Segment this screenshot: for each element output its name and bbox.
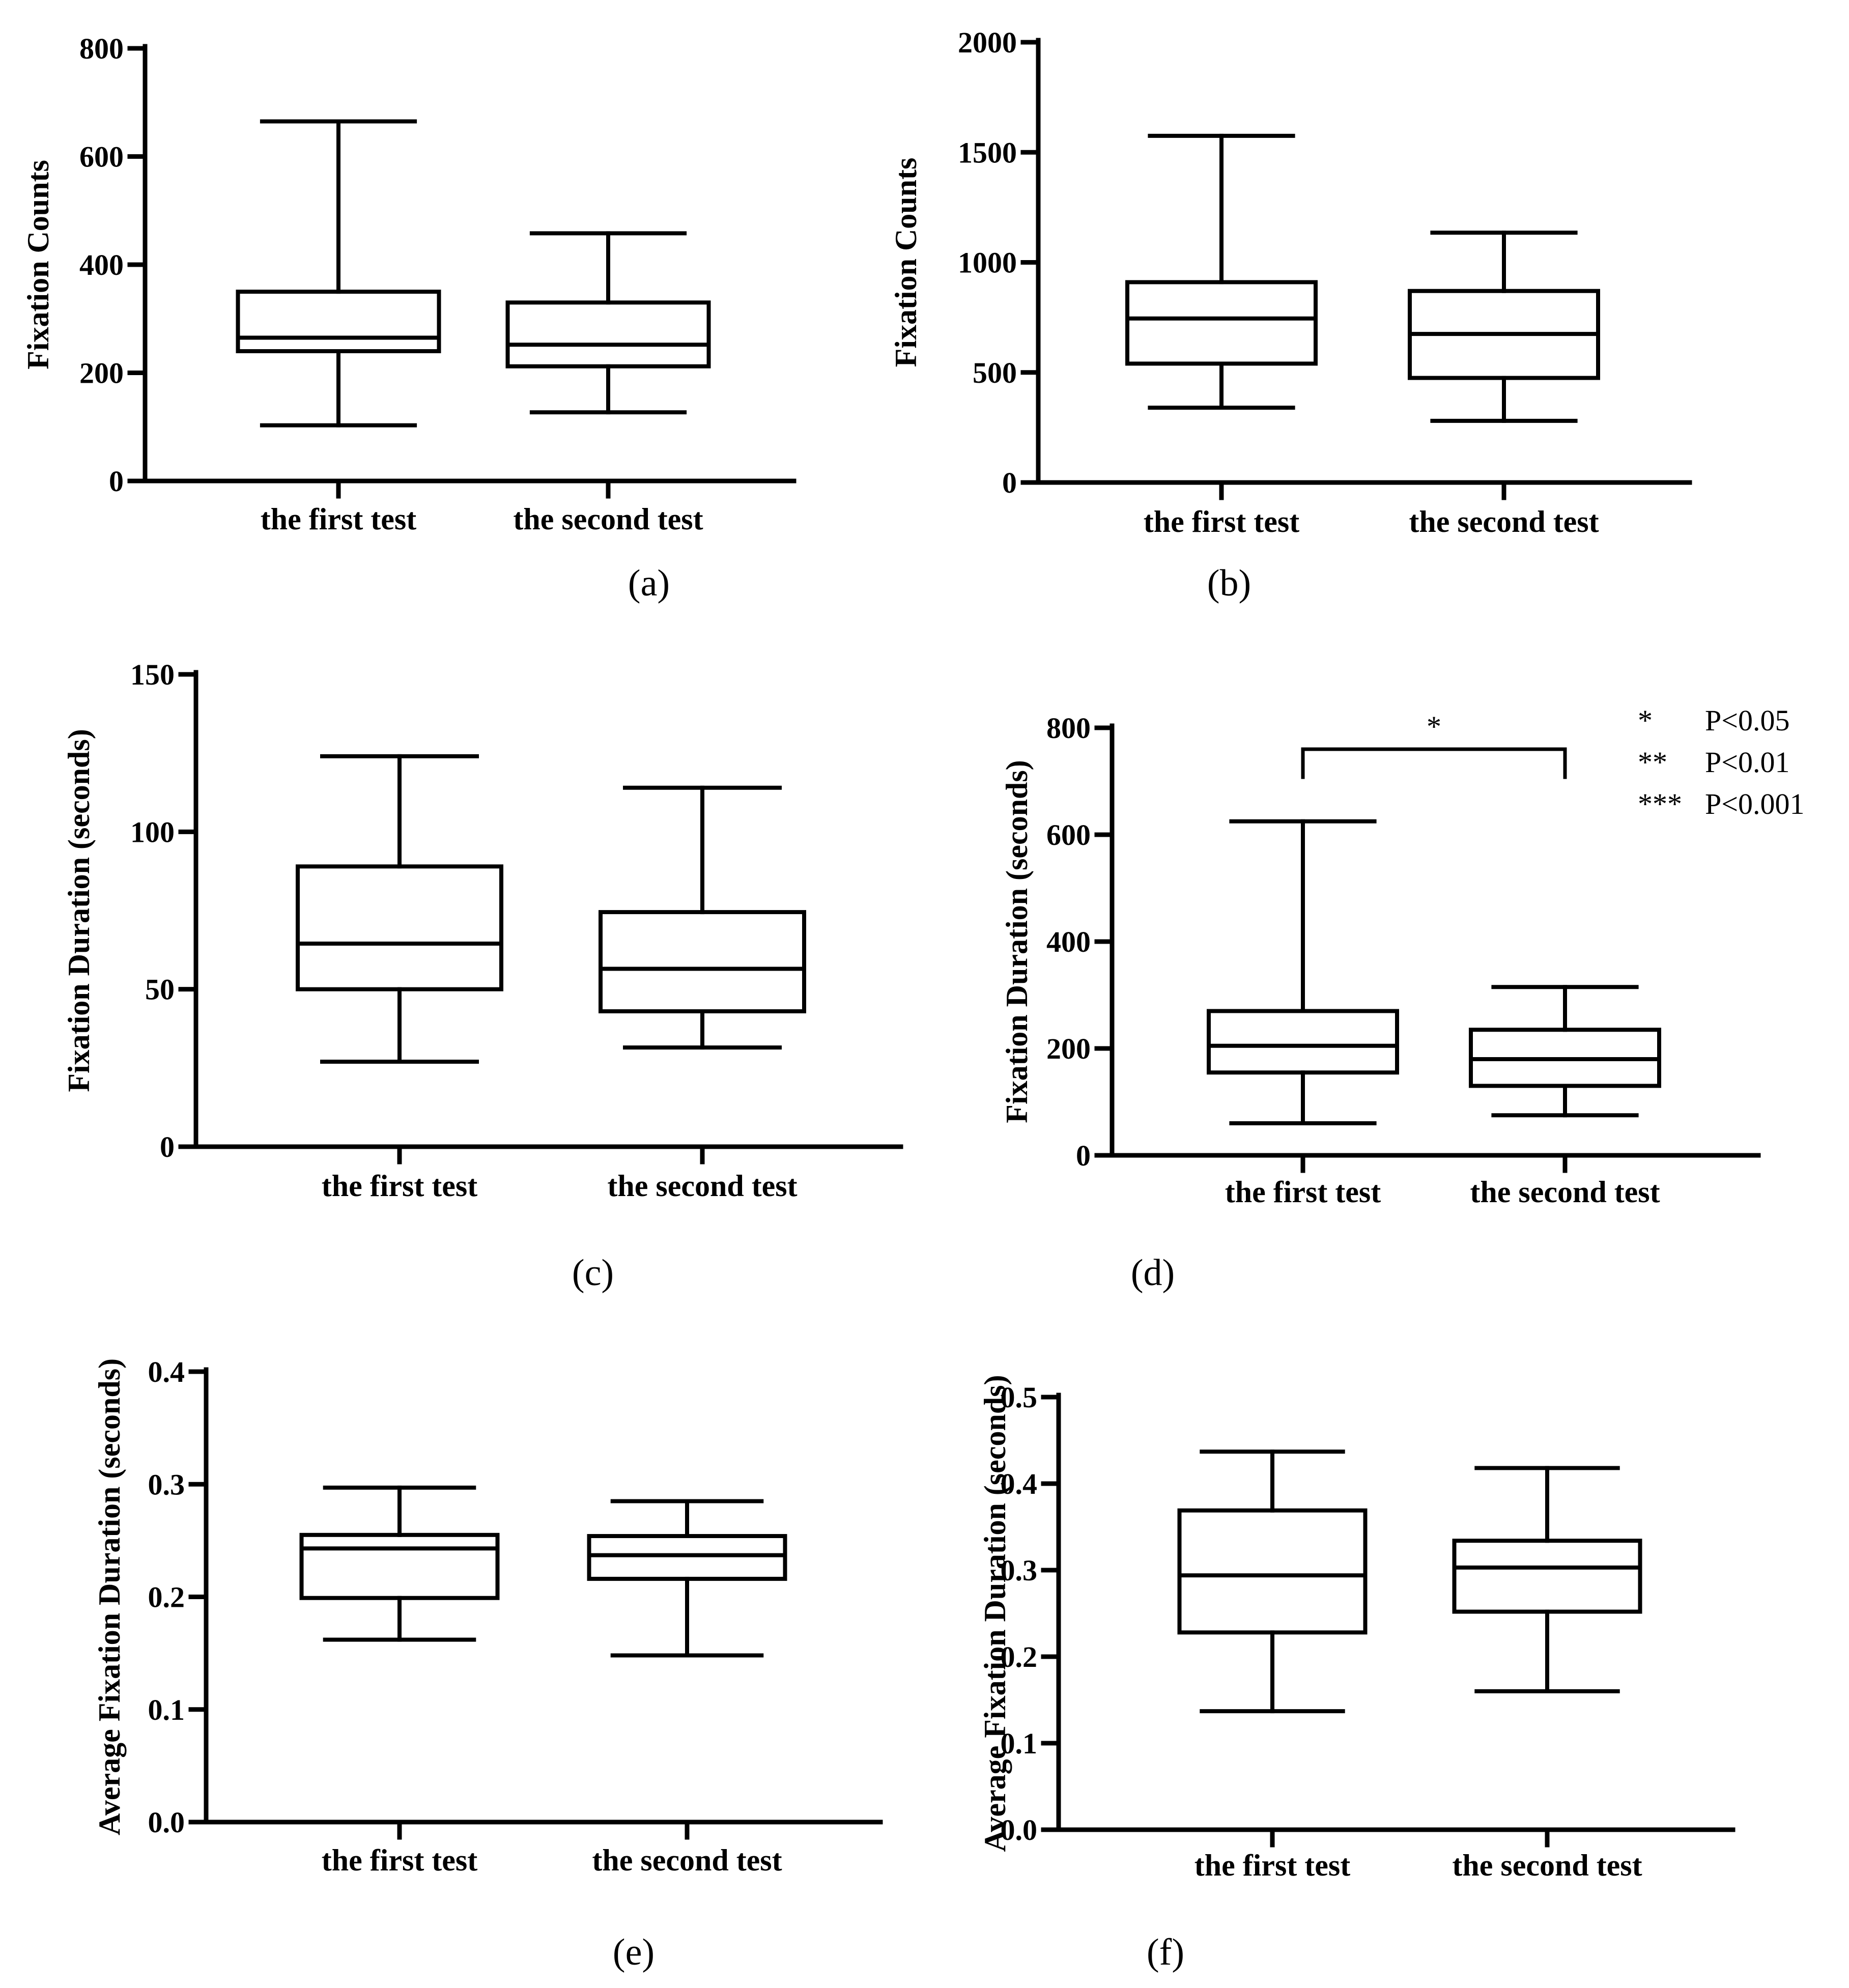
panel-label: (c) (572, 1252, 614, 1294)
legend-text: P<0.001 (1705, 787, 1804, 820)
y-tick-label: 100 (130, 815, 175, 848)
y-tick-label: 0.0 (1001, 1813, 1038, 1847)
y-tick-label: 0.2 (1001, 1640, 1038, 1673)
box-plot-second-test (599, 785, 806, 1050)
y-tick-label: 600 (1046, 818, 1091, 851)
legend-symbol: * (1638, 704, 1653, 737)
box-iqr (599, 910, 806, 1013)
chart-panel: 0 50 100 150 the first test the second test Fi… (62, 658, 903, 1294)
y-tick-label: 0.1 (1001, 1727, 1038, 1760)
y-tick-label: 600 (79, 140, 124, 174)
box-iqr (299, 1532, 500, 1600)
x-tick-label: the second test (592, 1843, 782, 1877)
x-tick-label: the first test (1225, 1175, 1381, 1209)
box-plot-first-test (1125, 133, 1318, 410)
chart-panel: 0.0 0.1 0.2 0.3 0.4 0.5 the first test the seco… (978, 1375, 1736, 1973)
y-tick-label: 1500 (958, 136, 1017, 169)
box-plot-first-test (1207, 819, 1399, 1125)
y-tick-label: 0.2 (148, 1581, 185, 1614)
y-tick-label: 400 (1046, 925, 1091, 958)
box-plot-second-test (505, 231, 711, 415)
y-tick-label: 0 (1002, 466, 1017, 499)
y-tick-label: 2000 (958, 26, 1017, 59)
y-axis-label: Average Fixation Duration (seconds) (93, 1358, 126, 1835)
box-plot-first-test (296, 754, 503, 1064)
y-tick-label: 0.0 (148, 1806, 185, 1839)
box-plot-second-test (1469, 985, 1661, 1118)
y-tick-label: 800 (1046, 712, 1091, 745)
significance-marker: * (1427, 710, 1441, 743)
y-tick-label: 500 (973, 356, 1017, 389)
chart-panel: 0 200 400 600 800 the first test the second te… (1000, 704, 1804, 1294)
box-plot-second-test (1452, 1466, 1642, 1693)
box-iqr (236, 290, 441, 353)
box-iqr (1177, 1508, 1368, 1635)
box-plot-first-test (1177, 1450, 1368, 1714)
y-axis-label: Fixation Counts (21, 160, 55, 370)
x-tick-label: the second test (1452, 1849, 1642, 1882)
box-iqr (505, 300, 711, 368)
x-tick-label: the first test (322, 1843, 478, 1877)
x-tick-label: the second test (513, 502, 703, 536)
legend-text: P<0.01 (1705, 746, 1789, 779)
x-tick-label: the second test (1409, 505, 1599, 538)
y-tick-label: 50 (145, 973, 175, 1006)
significance-bracket: * (1301, 710, 1567, 779)
panel-label: (f) (1147, 1932, 1184, 1973)
y-axis-label: Fixation Duration (seconds) (1000, 760, 1034, 1123)
y-tick-label: 0 (1076, 1139, 1091, 1172)
y-tick-label: 0.3 (1001, 1554, 1038, 1587)
y-tick-label: 200 (1046, 1032, 1091, 1065)
y-tick-label: 800 (79, 32, 124, 65)
y-tick-label: 0 (109, 465, 124, 498)
box-iqr (1452, 1539, 1642, 1614)
x-tick-label: the first test (1144, 505, 1300, 538)
box-iqr (1125, 280, 1318, 366)
box-plot-second-test (587, 1499, 787, 1658)
y-tick-label: 0.4 (148, 1355, 185, 1388)
panel-label: (a) (628, 562, 670, 604)
x-tick-label: the second test (607, 1169, 797, 1203)
y-tick-label: 0 (160, 1130, 175, 1163)
y-tick-label: 200 (79, 357, 124, 390)
panel-label: (d) (1131, 1252, 1175, 1294)
y-tick-label: 0.3 (148, 1468, 185, 1501)
box-plot-second-test (1408, 231, 1600, 423)
y-tick-label: 0.4 (1001, 1467, 1038, 1500)
y-tick-label: 0.5 (1001, 1381, 1038, 1414)
y-axis-label: Average Fixation Duration (seconds) (978, 1375, 1012, 1852)
box-iqr (296, 864, 503, 991)
box-plot-first-test (236, 119, 441, 428)
legend-symbol: *** (1638, 787, 1682, 820)
chart-panel: 0 500 1000 1500 2000 the first test the second… (889, 26, 1692, 604)
panel-label: (b) (1207, 562, 1251, 604)
legend-symbol: ** (1638, 746, 1667, 779)
panel-label: (e) (613, 1932, 655, 1973)
x-tick-label: the first test (261, 502, 417, 536)
y-axis-label: Fixation Duration (seconds) (62, 729, 96, 1092)
chart-panel: 0 200 400 600 800 the first test the second te… (21, 32, 797, 604)
x-tick-label: the first test (322, 1169, 478, 1203)
legend-text: P<0.05 (1705, 704, 1789, 737)
x-tick-label: the second test (1470, 1175, 1660, 1209)
y-tick-label: 1000 (958, 246, 1017, 279)
box-iqr (587, 1534, 787, 1581)
x-tick-label: the first test (1194, 1849, 1351, 1882)
y-tick-label: 150 (130, 658, 175, 691)
y-tick-label: 0.1 (148, 1693, 185, 1726)
y-tick-label: 400 (79, 248, 124, 281)
box-iqr (1207, 1009, 1399, 1075)
y-axis-label: Fixation Counts (889, 158, 923, 367)
chart-panel: 0.0 0.1 0.2 0.3 0.4 the first test the second … (93, 1355, 883, 1973)
box-plot-first-test (299, 1485, 500, 1642)
